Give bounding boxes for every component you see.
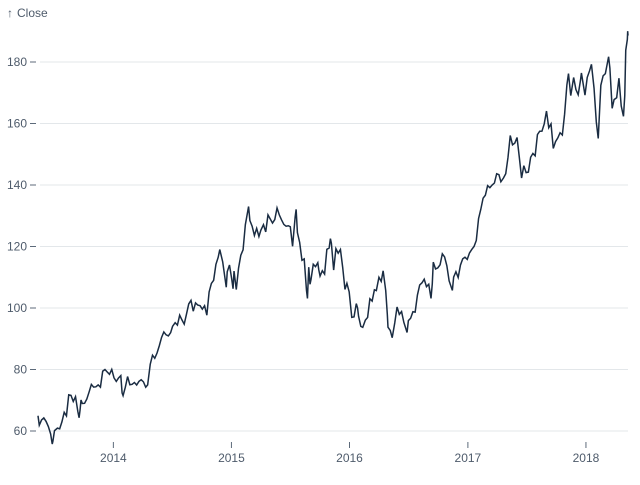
y-axis-label: Close [17,6,48,20]
close-price-line [37,31,629,445]
y-tick-label: 60 [14,424,28,438]
y-tick-label: 100 [7,301,27,315]
y-tick-label: 180 [7,55,27,69]
x-tick-label: 2014 [100,451,127,465]
x-tick-label: 2016 [336,451,363,465]
y-axis-title: ↑ Close [7,6,48,20]
y-tick-label: 140 [7,178,27,192]
y-tick-label: 120 [7,240,27,254]
y-tick-label: 160 [7,117,27,131]
x-tick-label: 2018 [573,451,600,465]
up-arrow-icon: ↑ [7,6,13,20]
y-tick-label: 80 [14,363,28,377]
x-tick-label: 2017 [455,451,482,465]
x-tick-label: 2015 [218,451,245,465]
